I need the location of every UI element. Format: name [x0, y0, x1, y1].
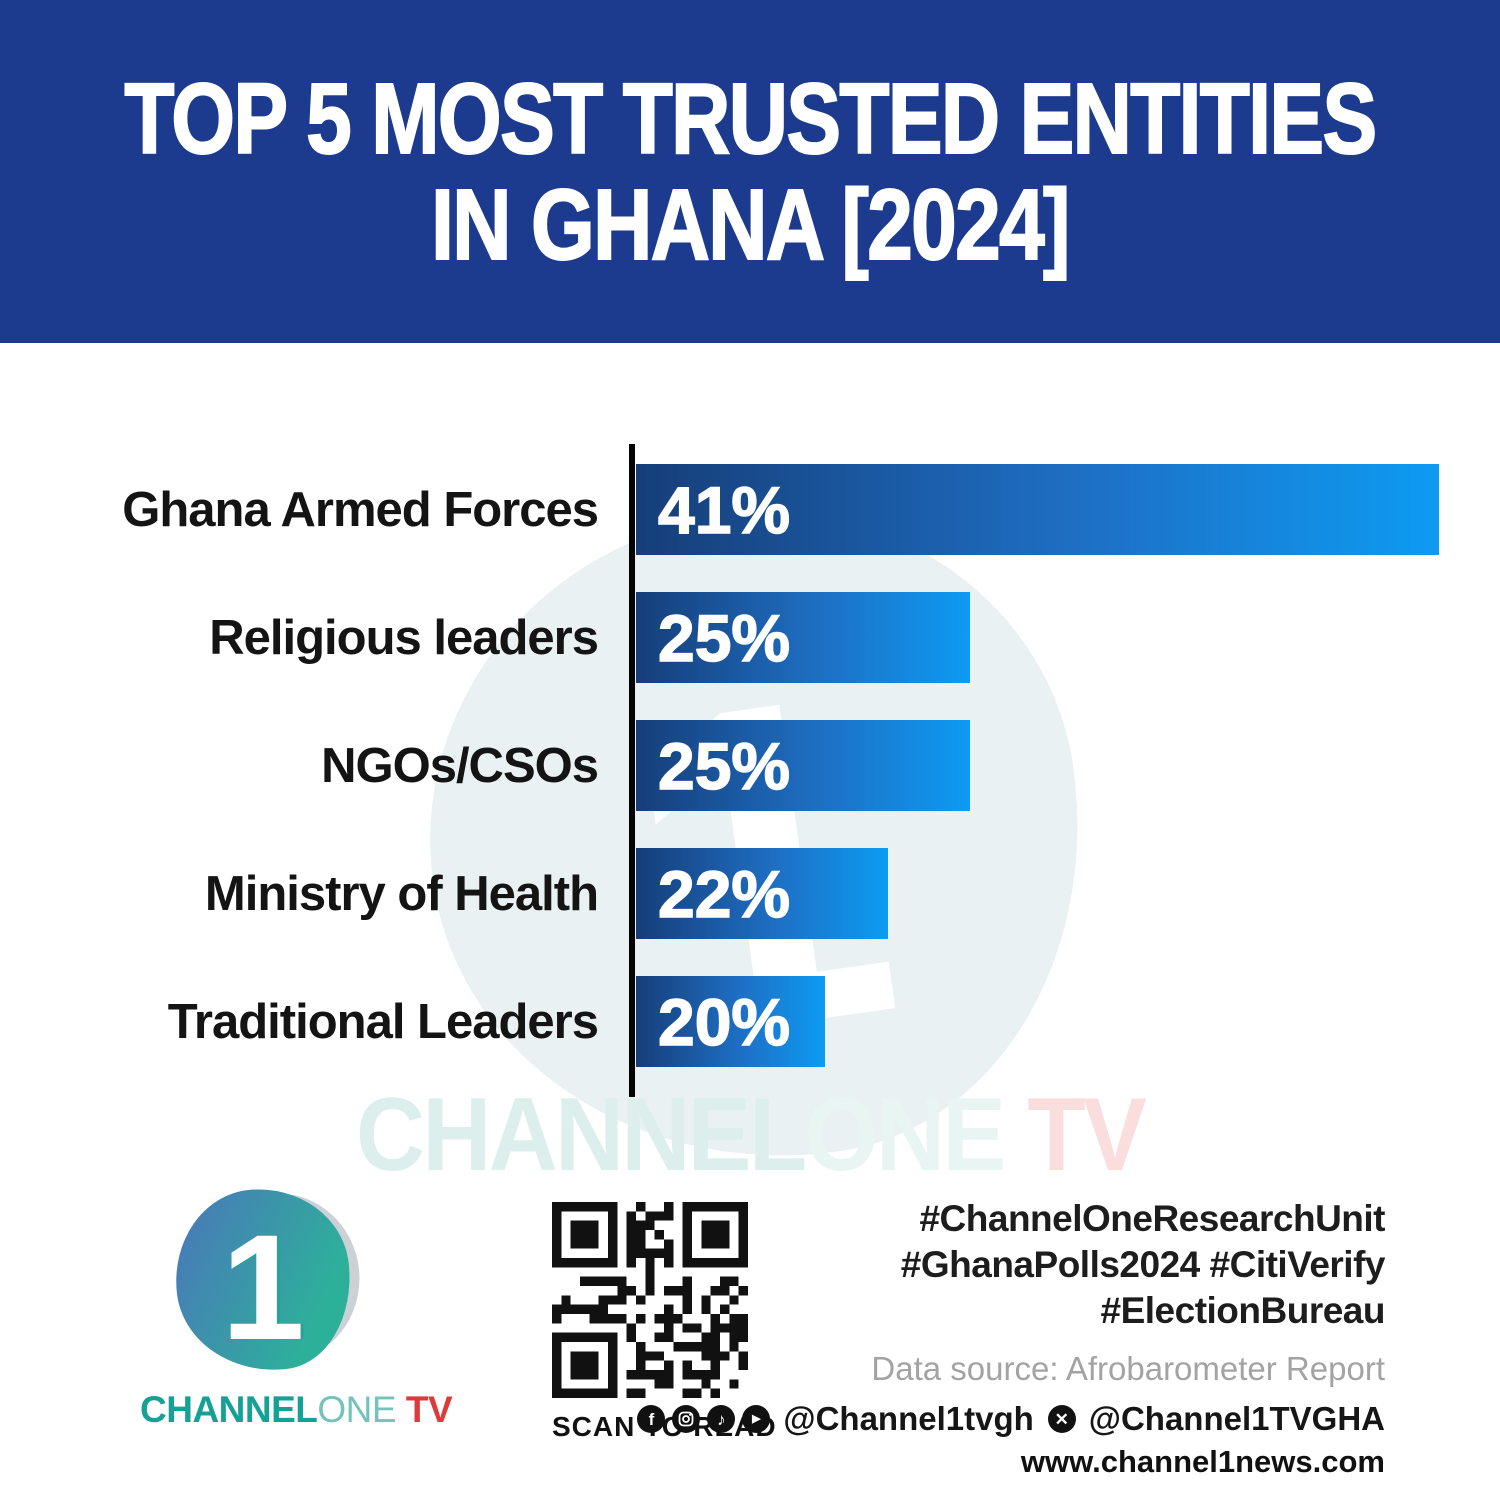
footer-right-column: #ChannelOneResearchUnit #GhanaPolls2024 …: [637, 1196, 1386, 1480]
logo-word-one: ONE: [317, 1389, 397, 1430]
title-line-2: IN GHANA [2024]: [430, 168, 1071, 281]
page-title: TOP 5 MOST TRUSTED ENTITIES IN GHANA [20…: [124, 62, 1378, 281]
logo-word-tv: TV: [396, 1389, 453, 1430]
handle-main: @Channel1tvgh: [783, 1400, 1034, 1437]
qr-code: [552, 1202, 748, 1398]
bar-value-label: 20%: [657, 984, 791, 1060]
category-label: Ghana Armed Forces: [122, 482, 599, 537]
hashtag-line-2: #GhanaPolls2024 #CitiVerify: [900, 1244, 1386, 1285]
category-label: Religious leaders: [209, 610, 599, 665]
instagram-icon: [672, 1405, 701, 1433]
watermark-tv: TV: [1003, 1077, 1147, 1193]
bars: 41% 25% 25% 22% 20%: [636, 444, 1439, 1067]
bar-value-label: 25%: [657, 600, 791, 676]
watermark-channel: CHANNEL: [355, 1077, 807, 1193]
category-label: Ministry of Health: [204, 866, 599, 921]
hashtag-line-1: #ChannelOneResearchUnit: [919, 1198, 1385, 1239]
x-icon: ✕: [1047, 1405, 1076, 1433]
category-label: NGOs/CSOs: [321, 738, 599, 793]
channel-one-tv-watermark: CHANNELONE TV: [60, 1083, 1440, 1187]
bar-value-label: 25%: [657, 728, 791, 804]
bar-2: 25%: [636, 720, 971, 811]
title-line-1: TOP 5 MOST TRUSTED ENTITIES: [124, 62, 1378, 175]
chart-axis-line: [629, 444, 635, 1097]
hashtag-line-3: #ElectionBureau: [1100, 1290, 1386, 1331]
logo-word-channel: CHANNEL: [140, 1389, 318, 1430]
bar-value-label: 22%: [657, 856, 791, 932]
qr-block: SCAN TO READ: [552, 1202, 776, 1443]
youtube-icon: ▶: [742, 1405, 771, 1433]
website-url: www.channel1news.com: [1020, 1444, 1385, 1479]
handle-x: @Channel1TVGHA: [1088, 1400, 1385, 1437]
bar-value-label: 41%: [657, 472, 791, 548]
watermark-one: ONE: [804, 1077, 1006, 1193]
bar-3: 22%: [636, 848, 889, 939]
category-label: Traditional Leaders: [167, 994, 599, 1049]
logo-wordmark: CHANNELONE TV: [140, 1389, 453, 1431]
social-row: f ♪ ▶ @Channel1tvgh ✕ @Channel1TVGHA: [637, 1400, 1385, 1438]
facebook-icon: f: [637, 1405, 666, 1433]
channel-one-logo: 1 CHANNELONE TV: [140, 1171, 453, 1433]
bar-0: 41%: [636, 464, 1439, 555]
category-labels: Ghana Armed Forces Religious leaders NGOs/…: [0, 444, 599, 1067]
data-source-label: Data source: Afrobarometer Report: [871, 1350, 1385, 1387]
bar-4: 20%: [636, 976, 825, 1067]
bar-1: 25%: [636, 592, 971, 683]
tiktok-icon: ♪: [707, 1405, 736, 1433]
logo-numeral: 1: [221, 1202, 305, 1371]
header-banner: TOP 5 MOST TRUSTED ENTITIES IN GHANA [20…: [0, 0, 1500, 343]
